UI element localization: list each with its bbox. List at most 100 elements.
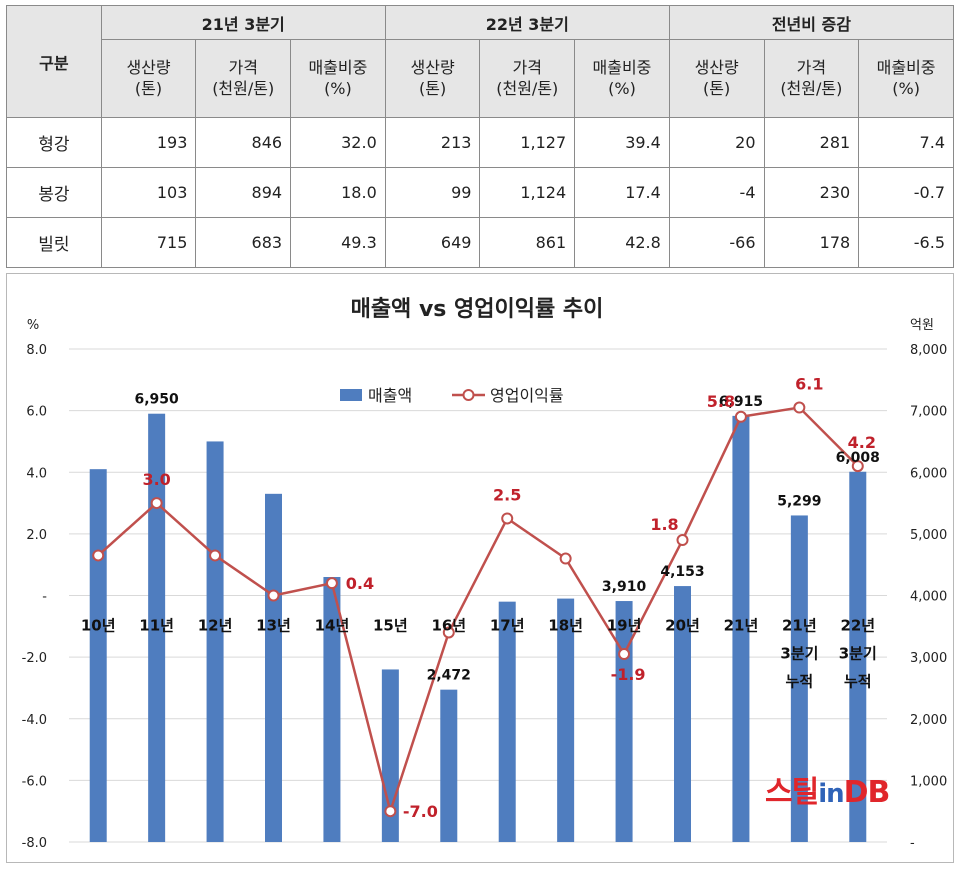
bar-sales [674,586,691,842]
margin-value-label: 6.1 [795,375,823,394]
bar-sales [557,598,575,842]
y-left-tick-label: -2.0 [22,651,47,666]
table-cell: 49.3 [290,217,386,268]
margin-point [734,410,747,423]
column-header: 매출비중 (%) [858,39,954,118]
y-left-tick-label: -4.0 [22,713,47,728]
y-left-unit: % [27,318,39,333]
category-label: 22년 [840,617,875,635]
column-header: 매출비중 (%) [290,39,386,118]
category-label: 11년 [139,617,174,635]
margin-value-label: -1.9 [611,665,646,684]
legend-label-sales: 매출액 [368,386,412,405]
category-label: 16년 [431,617,466,635]
y-left-tick-label: -6.0 [22,774,47,789]
category-label: 3분기 [780,645,818,663]
y-left-tick-label: - [42,590,47,605]
bar-sales [89,469,107,842]
y-right-tick-label: 5,000 [910,528,947,543]
bar-sales [265,493,282,842]
y-right-unit: 억원 [910,318,934,333]
bar-sales [206,441,224,842]
table-cell: 230 [763,167,860,218]
category-label: 누적 [786,673,814,691]
table-cell: 281 [763,117,860,168]
category-label: 20년 [665,617,700,635]
margin-point [501,512,514,525]
column-header: 생산량 (톤) [668,39,765,118]
margin-point [267,589,280,602]
table-cell: -4 [668,167,765,218]
table-row: 형강 193 846 32.0 213 1,127 39.4 20 281 7.4 [6,117,954,168]
bar-sales [498,601,516,842]
margin-value-label: 4.2 [848,433,876,452]
y-right-tick-label: 2,000 [910,713,947,728]
bar-sales [790,515,808,842]
table-cell: 39.4 [574,117,670,168]
sales-margin-chart: 매출액 vs 영업이익률 추이 10년 11년 12년 13년 14년 15년 16년 17년… [22,297,948,851]
category-label: 17년 [490,617,525,635]
margin-point [676,534,689,547]
table-cell: 7.4 [858,117,954,168]
bar-value-label: 2,472 [427,668,471,684]
bar-value-label: 3,910 [602,579,647,595]
y-right-tick-label: 4,000 [910,590,947,605]
legend-marker-margin [462,389,475,401]
group-header: 22년 3분기 [384,5,670,40]
y-right-tick-label: 3,000 [910,651,947,666]
table-cell: 18.0 [290,167,386,218]
y-right-tick-label: - [910,836,915,851]
y-right-tick-label: 1,000 [910,774,947,789]
margin-point [559,552,572,565]
table-cell: 17.4 [574,167,670,218]
column-header: 가격 (천원/톤) [479,39,576,118]
category-label: 12년 [198,617,233,635]
row-label: 봉강 [6,167,102,218]
bar-value-label: 6,950 [134,392,179,408]
y-left-tick-label: 6.0 [26,405,47,420]
y-left-tick-label: 4.0 [26,466,47,481]
margin-value-label: 3.0 [142,470,170,489]
table-cell: 861 [479,217,576,268]
table-cell: 649 [384,217,481,268]
margin-value-label: 1.8 [650,515,678,534]
group-header: 21년 3분기 [100,5,386,40]
bar-sales [849,471,867,842]
row-label: 형강 [6,117,102,168]
bar-value-label: 5,299 [777,493,821,509]
y-right-tick-label: 8,000 [910,343,947,358]
margin-point [384,805,397,818]
margin-point [209,549,222,562]
margin-point [793,401,806,414]
table-cell: -0.7 [858,167,954,218]
column-header: 매출비중 (%) [574,39,670,118]
group-header: 전년비 증감 [668,5,955,40]
bar-sales [440,689,458,842]
bar-sales [615,601,633,842]
category-label: 누적 [844,673,872,691]
margin-point [851,460,864,473]
bar-sales [323,577,341,842]
table-cell: -6.5 [858,217,954,268]
margin-point [618,648,631,661]
bar-value-label: 4,153 [660,564,704,580]
table-row: 빌릿 715 683 49.3 649 861 42.8 -66 178 -6.5 [6,217,954,268]
margin-value-label: 2.5 [493,485,521,504]
table-cell: 1,127 [479,117,576,168]
margin-value-label: 0.4 [346,574,374,593]
y-right-tick-label: 7,000 [910,405,947,420]
table-row: 봉강 103 894 18.0 99 1,124 17.4 -4 230 -0.7 [6,167,954,218]
category-label: 21년 [782,617,817,635]
table-cell: 894 [195,167,292,218]
margin-value-label: -7.0 [403,802,438,821]
table-cell: 683 [195,217,292,268]
category-label: 13년 [256,617,291,635]
production-table: 구분 21년 3분기 22년 3분기 전년비 증감 생산량 (톤) 가격 (천원/톤)… [6,5,955,268]
table-cell: 178 [763,217,860,268]
column-header: 생산량 (톤) [384,39,481,118]
steelindb-logo: 스틸inDB [765,775,890,810]
chart-title: 매출액 vs 영업이익률 추이 [351,297,604,322]
y-left-tick-label: 2.0 [26,528,47,543]
category-label: 15년 [373,617,408,635]
legend-label-margin: 영업이익률 [490,386,564,405]
